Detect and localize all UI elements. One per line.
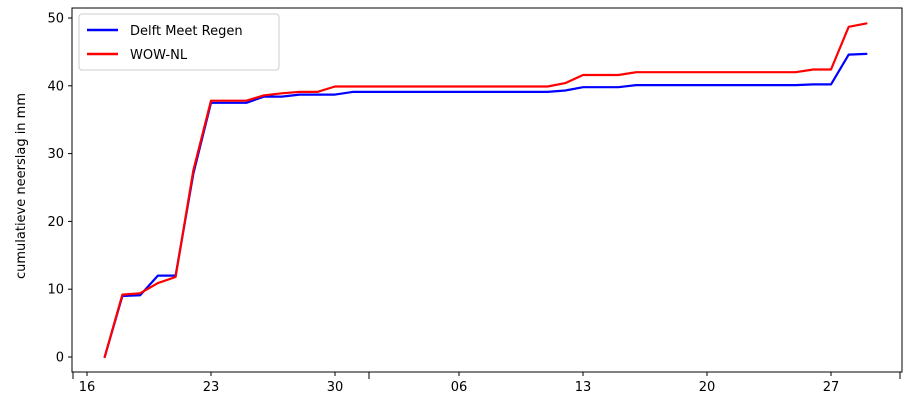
y-tick-label: 10: [47, 283, 64, 298]
x-tick-label: 20: [699, 380, 716, 395]
x-tick-label: 13: [575, 380, 592, 395]
y-axis-label: cumulatieve neerslag in mm: [14, 93, 29, 279]
plot-frame: [71, 7, 903, 373]
legend: Delft Meet Regen WOW-NL: [78, 13, 280, 71]
legend-label: Delft Meet Regen: [130, 24, 243, 39]
axes-layer: 0 10 20 30 40 50 16 23 30 06 13 20 27: [47, 7, 903, 395]
y-tick-label: 40: [47, 79, 64, 94]
x-tick-label: 27: [823, 380, 840, 395]
x-tick-label: 16: [79, 380, 96, 395]
y-tick-label: 30: [47, 147, 64, 162]
y-tick-label: 20: [47, 215, 64, 230]
legend-box: [78, 13, 280, 71]
y-tick-label: 0: [56, 351, 64, 366]
x-tick-label: 23: [203, 380, 220, 395]
y-tick-label: 50: [47, 12, 64, 27]
x-tick-label: 30: [327, 380, 344, 395]
series-line-delft-meet-regen: [103, 52, 868, 359]
series-layer: [103, 22, 868, 359]
legend-label: WOW-NL: [130, 48, 188, 63]
x-tick-label: 06: [451, 380, 468, 395]
series-line-wow-nl: [103, 22, 868, 359]
